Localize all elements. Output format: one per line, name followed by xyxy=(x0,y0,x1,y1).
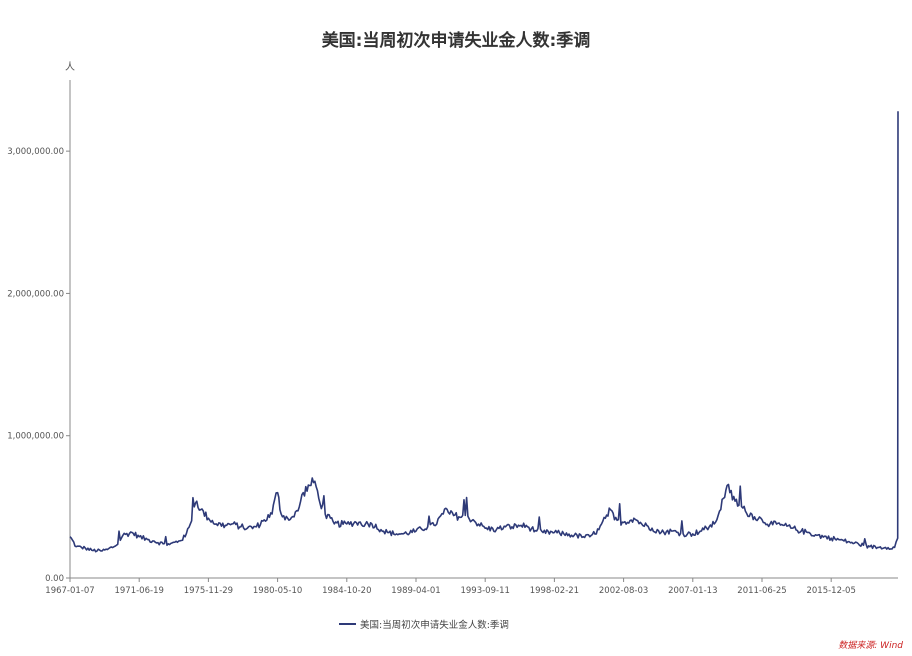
series-line xyxy=(69,111,899,553)
x-tick-label: 2007-01-13 xyxy=(668,586,717,596)
data-source-label: 数据来源: Wind xyxy=(838,640,903,651)
x-tick-label: 2002-08-03 xyxy=(599,586,648,596)
x-axis-ticks: 1967-01-07 1971-06-19 1975-11-29 1980-05-10… xyxy=(45,578,856,596)
chart-title: 美国:当周初次申请失业金人数:季调 xyxy=(322,30,591,51)
y-axis-ticks: 0.00 1,000,000.00 2,000,000.00 3,000,000.00 xyxy=(7,147,70,584)
x-tick-label: 1993-09-11 xyxy=(460,586,509,596)
legend: 美国:当周初次申请失业金人数:季调 xyxy=(339,619,509,631)
x-tick-label: 1998-02-21 xyxy=(530,586,579,596)
y-axis-unit-label: 人 xyxy=(65,61,75,73)
y-tick-label: 1,000,000.00 xyxy=(7,432,64,442)
x-tick-label: 1989-04-01 xyxy=(391,586,440,596)
x-tick-label: 1971-06-19 xyxy=(114,586,163,596)
x-tick-label: 1980-05-10 xyxy=(253,586,302,596)
x-tick-label: 1984-10-20 xyxy=(322,586,371,596)
legend-label: 美国:当周初次申请失业金人数:季调 xyxy=(360,619,509,631)
x-tick-label: 1975-11-29 xyxy=(184,586,233,596)
y-tick-label: 3,000,000.00 xyxy=(7,147,64,157)
x-tick-label: 2011-06-25 xyxy=(737,586,786,596)
x-tick-label: 1967-01-07 xyxy=(45,586,94,596)
x-tick-label: 2015-12-05 xyxy=(806,586,855,596)
y-tick-label: 0.00 xyxy=(45,574,64,584)
y-tick-label: 2,000,000.00 xyxy=(7,289,64,299)
